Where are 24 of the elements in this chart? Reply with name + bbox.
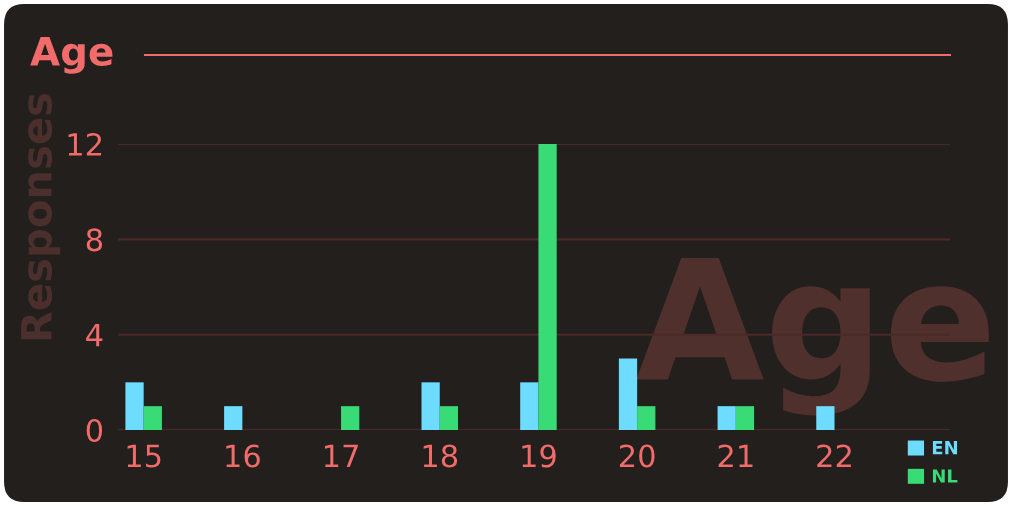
x-tick-label: 18 xyxy=(423,444,458,468)
x-tick-label: 16 xyxy=(226,444,260,468)
bar xyxy=(618,358,638,430)
bar xyxy=(439,406,458,430)
legend-label: NL xyxy=(932,469,958,483)
legend-label: EN xyxy=(932,441,958,455)
x-tick-label: 19 xyxy=(522,444,556,468)
x-tick-label: 20 xyxy=(619,444,655,468)
x-tick-label: 21 xyxy=(718,444,753,468)
bar xyxy=(421,382,440,430)
x-tick-label: 22 xyxy=(817,444,851,468)
bar xyxy=(538,144,557,430)
y-tick-label: 4 xyxy=(86,324,103,347)
x-tick-label: 15 xyxy=(127,444,161,468)
y-tick-label: 0 xyxy=(86,418,103,443)
y-tick-label: 12 xyxy=(68,132,102,156)
x-tick-label: 17 xyxy=(324,444,358,468)
bar xyxy=(125,382,144,430)
bar xyxy=(224,406,243,430)
bar xyxy=(520,382,539,430)
y-tick-label: 8 xyxy=(86,228,103,252)
chart-title: Age xyxy=(30,37,113,74)
bar xyxy=(341,406,360,430)
bar xyxy=(143,406,162,430)
